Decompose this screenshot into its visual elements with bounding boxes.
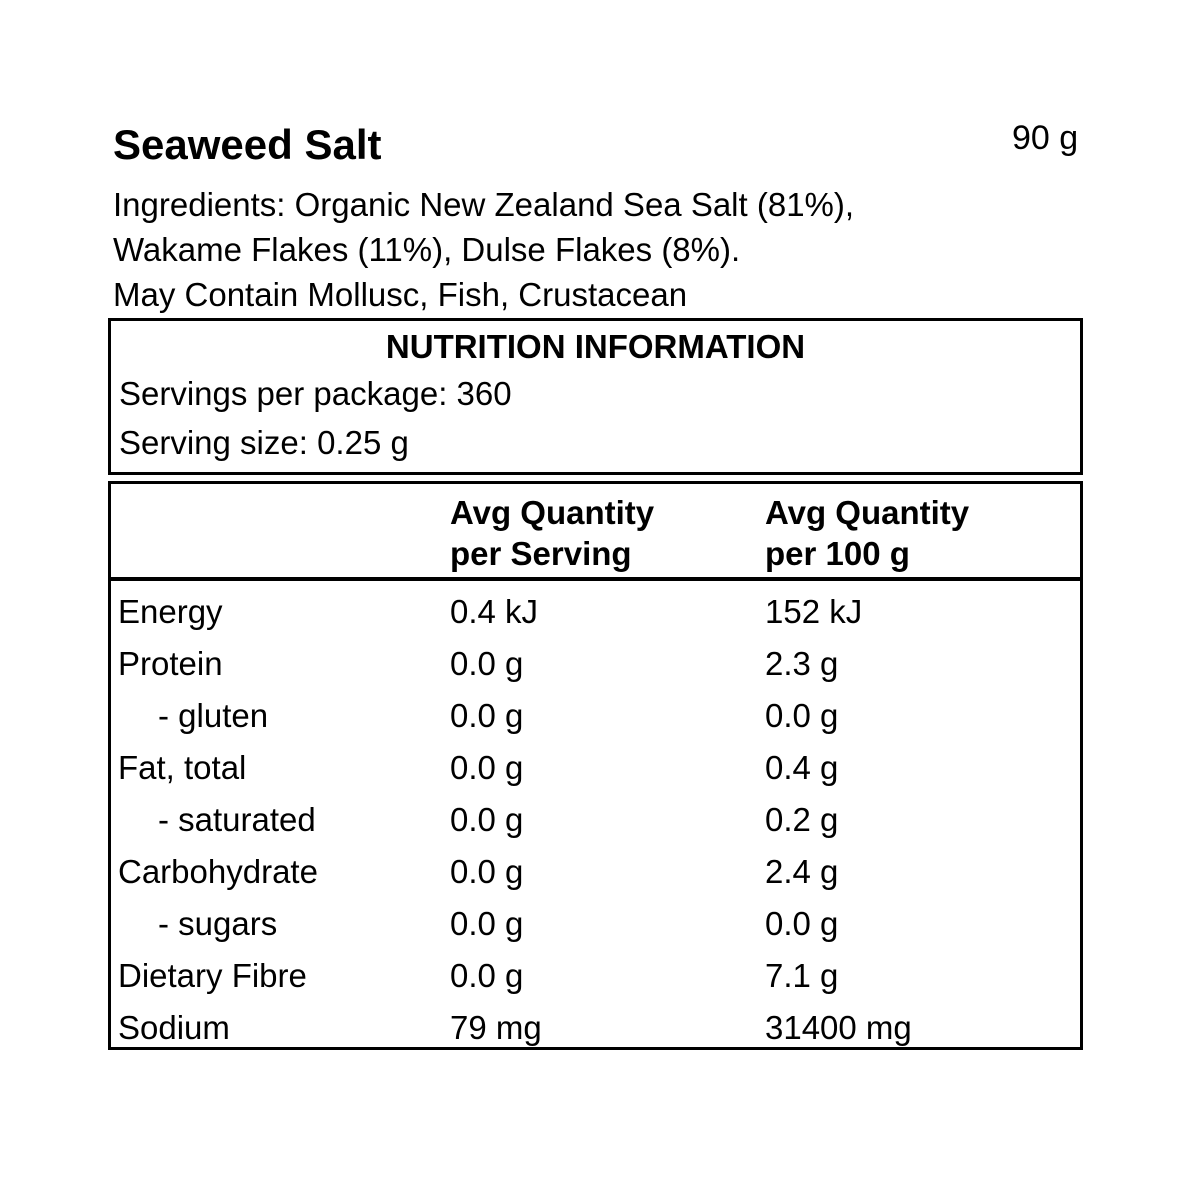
allergen-statement: May Contain Mollusc, Fish, Crustacean (113, 276, 688, 313)
nutrition-table-box: Avg Quantity per Serving Avg Quantity pe… (108, 481, 1083, 1050)
ingredients-line-2: Wakame Flakes (11%), Dulse Flakes (8%). (113, 231, 741, 268)
serving-size: Serving size: 0.25 g (119, 424, 409, 461)
per-100g-value: 2.3 g (765, 644, 839, 682)
per-100g-value: 0.2 g (765, 800, 839, 838)
per-serving-value: 0.0 g (450, 852, 524, 890)
nutrient-label: Carbohydrate (118, 852, 318, 890)
table-row-protein: Protein 0.0 g 2.3 g (111, 637, 1080, 689)
nutrient-label: Dietary Fibre (118, 956, 307, 994)
per-100g-value: 2.4 g (765, 852, 839, 890)
nutrient-label: - gluten (158, 696, 269, 734)
per-serving-value: 0.0 g (450, 956, 524, 994)
table-row-gluten: - gluten 0.0 g 0.0 g (111, 689, 1080, 741)
table-row-saturated: - saturated 0.0 g 0.2 g (111, 793, 1080, 845)
table-row-sugars: - sugars 0.0 g 0.0 g (111, 897, 1080, 949)
table-row-energy: Energy 0.4 kJ 152 kJ (111, 585, 1080, 637)
per-serving-value: 0.4 kJ (450, 592, 539, 630)
per-100g-value: 0.0 g (765, 904, 839, 942)
per-serving-value: 0.0 g (450, 748, 524, 786)
table-header-row: Avg Quantity per Serving Avg Quantity pe… (111, 484, 1080, 581)
col-header-per-100g: Avg Quantity per 100 g (765, 494, 970, 572)
table-row-carbohydrate: Carbohydrate 0.0 g 2.4 g (111, 845, 1080, 897)
nutrition-info-header-box: NUTRITION INFORMATION Servings per packa… (108, 318, 1083, 475)
nutrient-label: Fat, total (118, 748, 247, 786)
nutrient-label: Energy (118, 592, 223, 630)
per-serving-value: 0.0 g (450, 904, 524, 942)
servings-per-package: Servings per package: 360 (119, 375, 512, 412)
table-body: Energy 0.4 kJ 152 kJ Protein 0.0 g 2.3 g… (111, 581, 1080, 1059)
col-header-nutrient (111, 492, 450, 577)
per-100g-value: 0.0 g (765, 696, 839, 734)
ingredients-line-1: Ingredients: Organic New Zealand Sea Sal… (113, 186, 855, 223)
nutrient-label: Protein (118, 644, 223, 682)
table-row-dietary-fibre: Dietary Fibre 0.0 g 7.1 g (111, 949, 1080, 1001)
nutrient-label: - saturated (158, 800, 316, 838)
per-100g-value: 31400 mg (765, 1008, 912, 1046)
per-serving-value: 0.0 g (450, 800, 524, 838)
net-weight: 90 g (1012, 119, 1079, 157)
per-100g-value: 152 kJ (765, 592, 863, 630)
per-100g-value: 0.4 g (765, 748, 839, 786)
nutrient-label: - sugars (158, 904, 278, 942)
nutrition-info-title: NUTRITION INFORMATION (385, 328, 806, 365)
col-header-per-serving: Avg Quantity per Serving (450, 494, 655, 572)
per-100g-value: 7.1 g (765, 956, 839, 994)
table-row-sodium: Sodium 79 mg 31400 mg (111, 1001, 1080, 1053)
nutrient-label: Sodium (118, 1008, 230, 1046)
per-serving-value: 0.0 g (450, 696, 524, 734)
per-serving-value: 0.0 g (450, 644, 524, 682)
ingredients-block: Ingredients: Organic New Zealand Sea Sal… (113, 182, 854, 317)
product-title: Seaweed Salt (113, 121, 382, 168)
table-row-fat-total: Fat, total 0.0 g 0.4 g (111, 741, 1080, 793)
per-serving-value: 79 mg (450, 1008, 542, 1046)
